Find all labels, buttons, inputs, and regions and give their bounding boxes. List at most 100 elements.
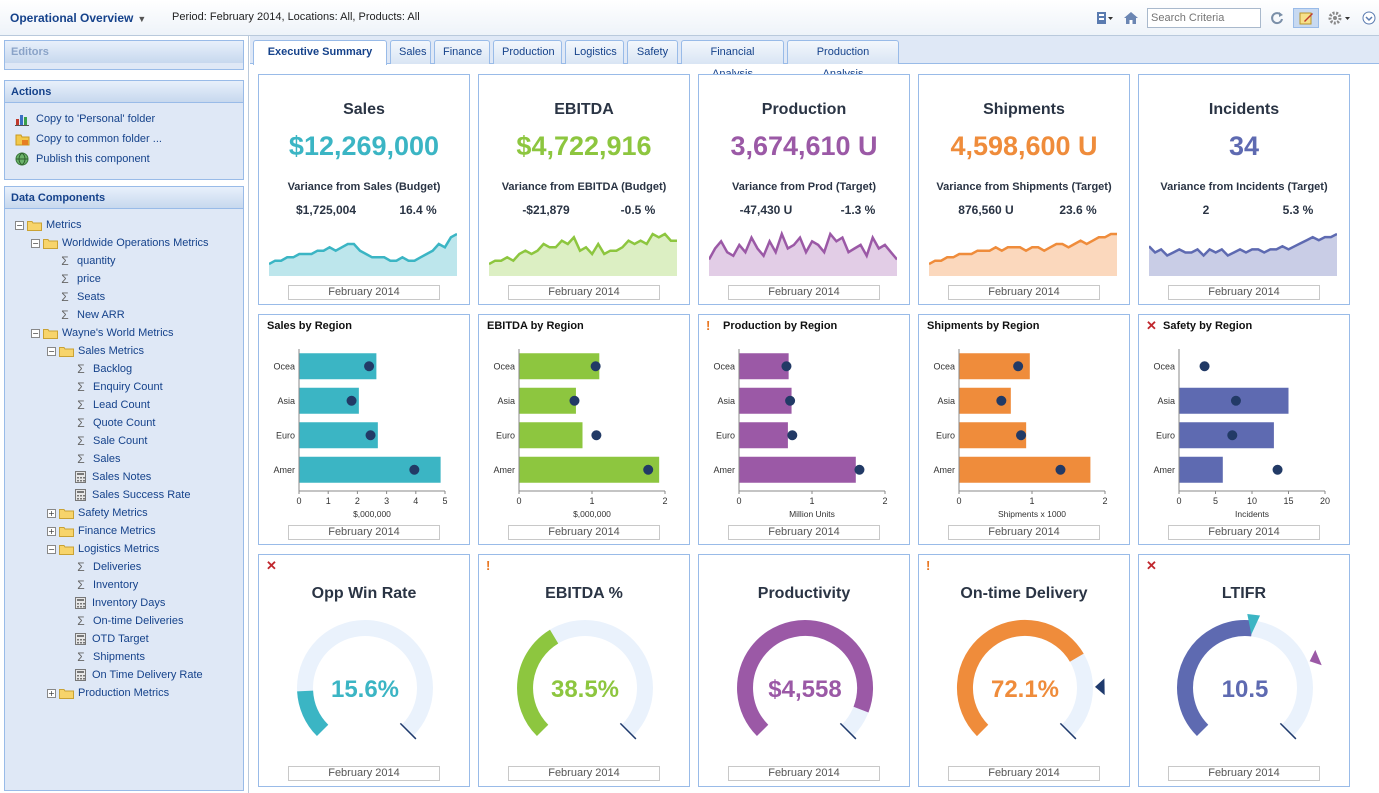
gauge-card-opp-win-rate: ✕ Opp Win Rate 15.6%0100 February 2014 [258, 554, 470, 787]
globe-icon [15, 152, 29, 166]
collapse-toggle-icon[interactable]: − [47, 544, 56, 554]
tree-item-sales-metrics[interactable]: − Sales Metrics [5, 342, 243, 360]
bar[interactable] [739, 422, 788, 449]
tree-item-sale-count[interactable]: Σ Sale Count [5, 432, 243, 450]
tree-item-enquiry-count[interactable]: Σ Enquiry Count [5, 378, 243, 396]
dashboard-main: Executive Summary Sales Finance Production L… [250, 36, 1379, 793]
search-input[interactable] [1147, 8, 1261, 28]
calculator-icon [75, 471, 86, 483]
data-components-title[interactable]: Data Components [5, 187, 243, 209]
collapse-toggle-icon[interactable]: − [15, 220, 24, 230]
tree-item-quote-count[interactable]: Σ Quote Count [5, 414, 243, 432]
bar[interactable] [1179, 456, 1223, 483]
tree-item-safety-metrics[interactable]: + Safety Metrics [5, 504, 243, 522]
collapse-toggle-icon[interactable]: − [31, 238, 40, 248]
tab-sales[interactable]: Sales [390, 40, 431, 64]
tree-item-sales-notes[interactable]: Sales Notes [5, 468, 243, 486]
sigma-icon: Σ [77, 380, 85, 394]
bar[interactable] [959, 456, 1091, 483]
gauge-card-ltifr: ✕ LTIFR 10.5020 February 2014 [1138, 554, 1350, 787]
tab-executive-summary[interactable]: Executive Summary [253, 40, 387, 65]
tree-item-sales[interactable]: Σ Sales [5, 450, 243, 468]
tree-item-deliveries[interactable]: Σ Deliveries [5, 558, 243, 576]
tab-finance[interactable]: Finance [434, 40, 490, 64]
period-footer: February 2014 [728, 766, 880, 781]
home-icon[interactable] [1121, 8, 1141, 28]
layout-menu-icon[interactable] [1095, 8, 1115, 28]
tree-item-sales-success-rate[interactable]: Sales Success Rate [5, 486, 243, 504]
tree-item-label: On Time Delivery Rate [92, 669, 203, 681]
dashboard-title-menu[interactable]: Operational Overview ▼ [10, 11, 146, 25]
warning-icon: ! [926, 558, 931, 573]
target-marker [409, 464, 420, 475]
tree-item-lead-count[interactable]: Σ Lead Count [5, 396, 243, 414]
tab-safety[interactable]: Safety [627, 40, 678, 64]
edit-mode-icon[interactable] [1293, 8, 1319, 28]
x-tick-label: 4 [413, 496, 418, 506]
expand-toggle-icon[interactable]: + [47, 508, 56, 518]
tab-financial-analysis[interactable]: Financial Analysis [681, 40, 784, 80]
copy-to-personal-action[interactable]: Copy to 'Personal' folder [5, 109, 243, 129]
kpi-value: 4,598,600 U [950, 131, 1098, 161]
tree-item-label: Deliveries [93, 561, 142, 573]
bar[interactable] [739, 387, 792, 414]
action-label: Copy to 'Personal' folder [36, 113, 156, 125]
bar[interactable] [519, 353, 600, 380]
sparkline [929, 232, 1117, 276]
category-label: Euro [936, 430, 955, 440]
copy-to-common-action[interactable]: Copy to common folder ... [5, 129, 243, 149]
category-label: Ocea [493, 361, 515, 371]
expand-toggle-icon[interactable]: + [47, 526, 56, 536]
bar[interactable] [519, 422, 583, 449]
actions-panel-title[interactable]: Actions [5, 81, 243, 103]
tree-item-otd-target[interactable]: OTD Target [5, 630, 243, 648]
collapse-toggle-icon[interactable]: − [47, 346, 56, 356]
tree-item-on-time-deliveries[interactable]: Σ On-time Deliveries [5, 612, 243, 630]
bar[interactable] [959, 422, 1027, 449]
tree-item-backlog[interactable]: Σ Backlog [5, 360, 243, 378]
bar[interactable] [519, 387, 576, 414]
bar[interactable] [1179, 422, 1274, 449]
editors-panel-title[interactable]: Editors [5, 41, 243, 63]
calculator-icon [75, 633, 86, 645]
tab-logistics[interactable]: Logistics [565, 40, 624, 64]
x-tick-label: 5 [442, 496, 447, 506]
tree-item-on-time-delivery-rate[interactable]: On Time Delivery Rate [5, 666, 243, 684]
tab-production[interactable]: Production [493, 40, 562, 64]
folder-icon [59, 688, 74, 699]
collapse-toggle-icon[interactable]: − [31, 328, 40, 338]
category-label: Ocea [273, 361, 295, 371]
refresh-icon[interactable] [1267, 8, 1287, 28]
collapse-chevron-icon[interactable] [1359, 8, 1379, 28]
tree-item-new-arr[interactable]: Σ New ARR [5, 306, 243, 324]
tab-production-analysis[interactable]: Production Analysis [787, 40, 899, 80]
tree-item-label: Logistics Metrics [78, 543, 160, 555]
x-tick-label: 20 [1320, 496, 1330, 506]
bar[interactable] [299, 422, 378, 449]
tree-item-worldwide-operations-metrics[interactable]: − Worldwide Operations Metrics [5, 234, 243, 252]
x-tick-label: 0 [956, 496, 961, 506]
publish-component-action[interactable]: Publish this component [5, 149, 243, 169]
tree-item-seats[interactable]: Σ Seats [5, 288, 243, 306]
sparkline-line [489, 232, 677, 266]
tree-item-metrics[interactable]: − Metrics [5, 216, 243, 234]
target-marker [785, 395, 796, 406]
tree-item-inventory-days[interactable]: Inventory Days [5, 594, 243, 612]
bar[interactable] [739, 456, 856, 483]
tree-item-wayne-s-world-metrics[interactable]: − Wayne's World Metrics [5, 324, 243, 342]
variance-percent: 5.3 % [1282, 203, 1314, 217]
expand-toggle-icon[interactable]: + [47, 688, 56, 698]
tree-item-production-metrics[interactable]: + Production Metrics [5, 684, 243, 702]
tree-item-finance-metrics[interactable]: + Finance Metrics [5, 522, 243, 540]
tree-item-inventory[interactable]: Σ Inventory [5, 576, 243, 594]
bar[interactable] [299, 353, 377, 380]
tree-item-logistics-metrics[interactable]: − Logistics Metrics [5, 540, 243, 558]
tree-item-label: New ARR [77, 309, 125, 321]
bar[interactable] [739, 353, 789, 380]
bar[interactable] [299, 456, 441, 483]
tree-item-shipments[interactable]: Σ Shipments [5, 648, 243, 666]
gear-icon[interactable] [1325, 8, 1353, 28]
bar[interactable] [519, 456, 660, 483]
